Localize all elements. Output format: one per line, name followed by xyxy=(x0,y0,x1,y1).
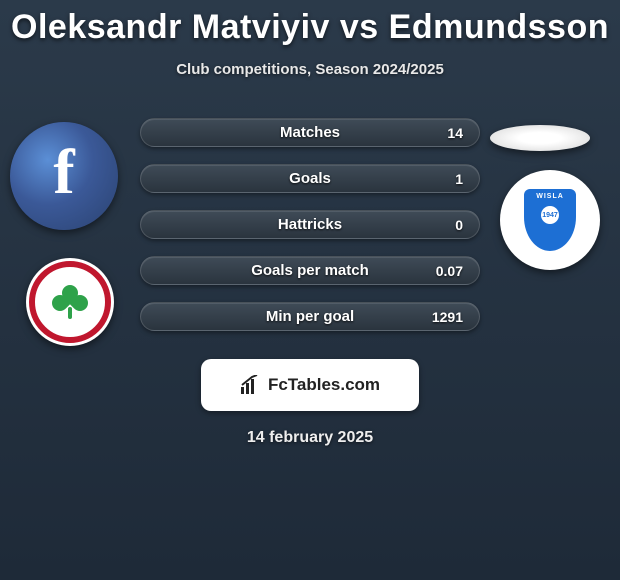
fb-letter-icon: f xyxy=(53,135,74,209)
stat-value-right: 1291 xyxy=(432,309,463,325)
player-photo-placeholder xyxy=(490,125,590,151)
date-label: 14 february 2025 xyxy=(0,429,620,447)
crest-ball-icon: 1947 xyxy=(541,206,559,224)
stat-row-goals-per-match: Goals per match 0.07 xyxy=(140,256,480,285)
stat-label: Min per goal xyxy=(266,308,354,325)
stat-label: Goals xyxy=(289,170,331,187)
stat-value-right: 14 xyxy=(447,125,463,141)
stat-row-goals: Goals 1 xyxy=(140,164,480,193)
stat-row-min-per-goal: Min per goal 1291 xyxy=(140,302,480,331)
subtitle: Club competitions, Season 2024/2025 xyxy=(0,61,620,78)
club-badge-left xyxy=(26,258,114,346)
stat-label: Hattricks xyxy=(278,216,342,233)
page-title: Oleksandr Matviyiv vs Edmundsson xyxy=(0,0,620,47)
stats-list: Matches 14 Goals 1 Hattricks 0 Goals per… xyxy=(140,118,480,331)
watermark-text: FcTables.com xyxy=(268,375,380,395)
watermark-link[interactable]: FcTables.com xyxy=(201,359,419,411)
stat-row-hattricks: Hattricks 0 xyxy=(140,210,480,239)
chart-icon xyxy=(240,375,262,395)
wisla-crest-icon: WISLA 1947 xyxy=(524,189,576,251)
facebook-share-icon[interactable]: f xyxy=(10,122,118,230)
crest-text-top: WISLA xyxy=(536,193,564,200)
stat-value-right: 0 xyxy=(455,217,463,233)
stat-value-right: 0.07 xyxy=(436,263,463,279)
stat-label: Matches xyxy=(280,124,340,141)
cliftonville-crest-icon xyxy=(29,261,111,343)
shamrock-icon xyxy=(53,285,87,319)
club-badge-right: WISLA 1947 xyxy=(500,170,600,270)
stat-row-matches: Matches 14 xyxy=(140,118,480,147)
stat-label: Goals per match xyxy=(251,262,369,279)
stat-value-right: 1 xyxy=(455,171,463,187)
